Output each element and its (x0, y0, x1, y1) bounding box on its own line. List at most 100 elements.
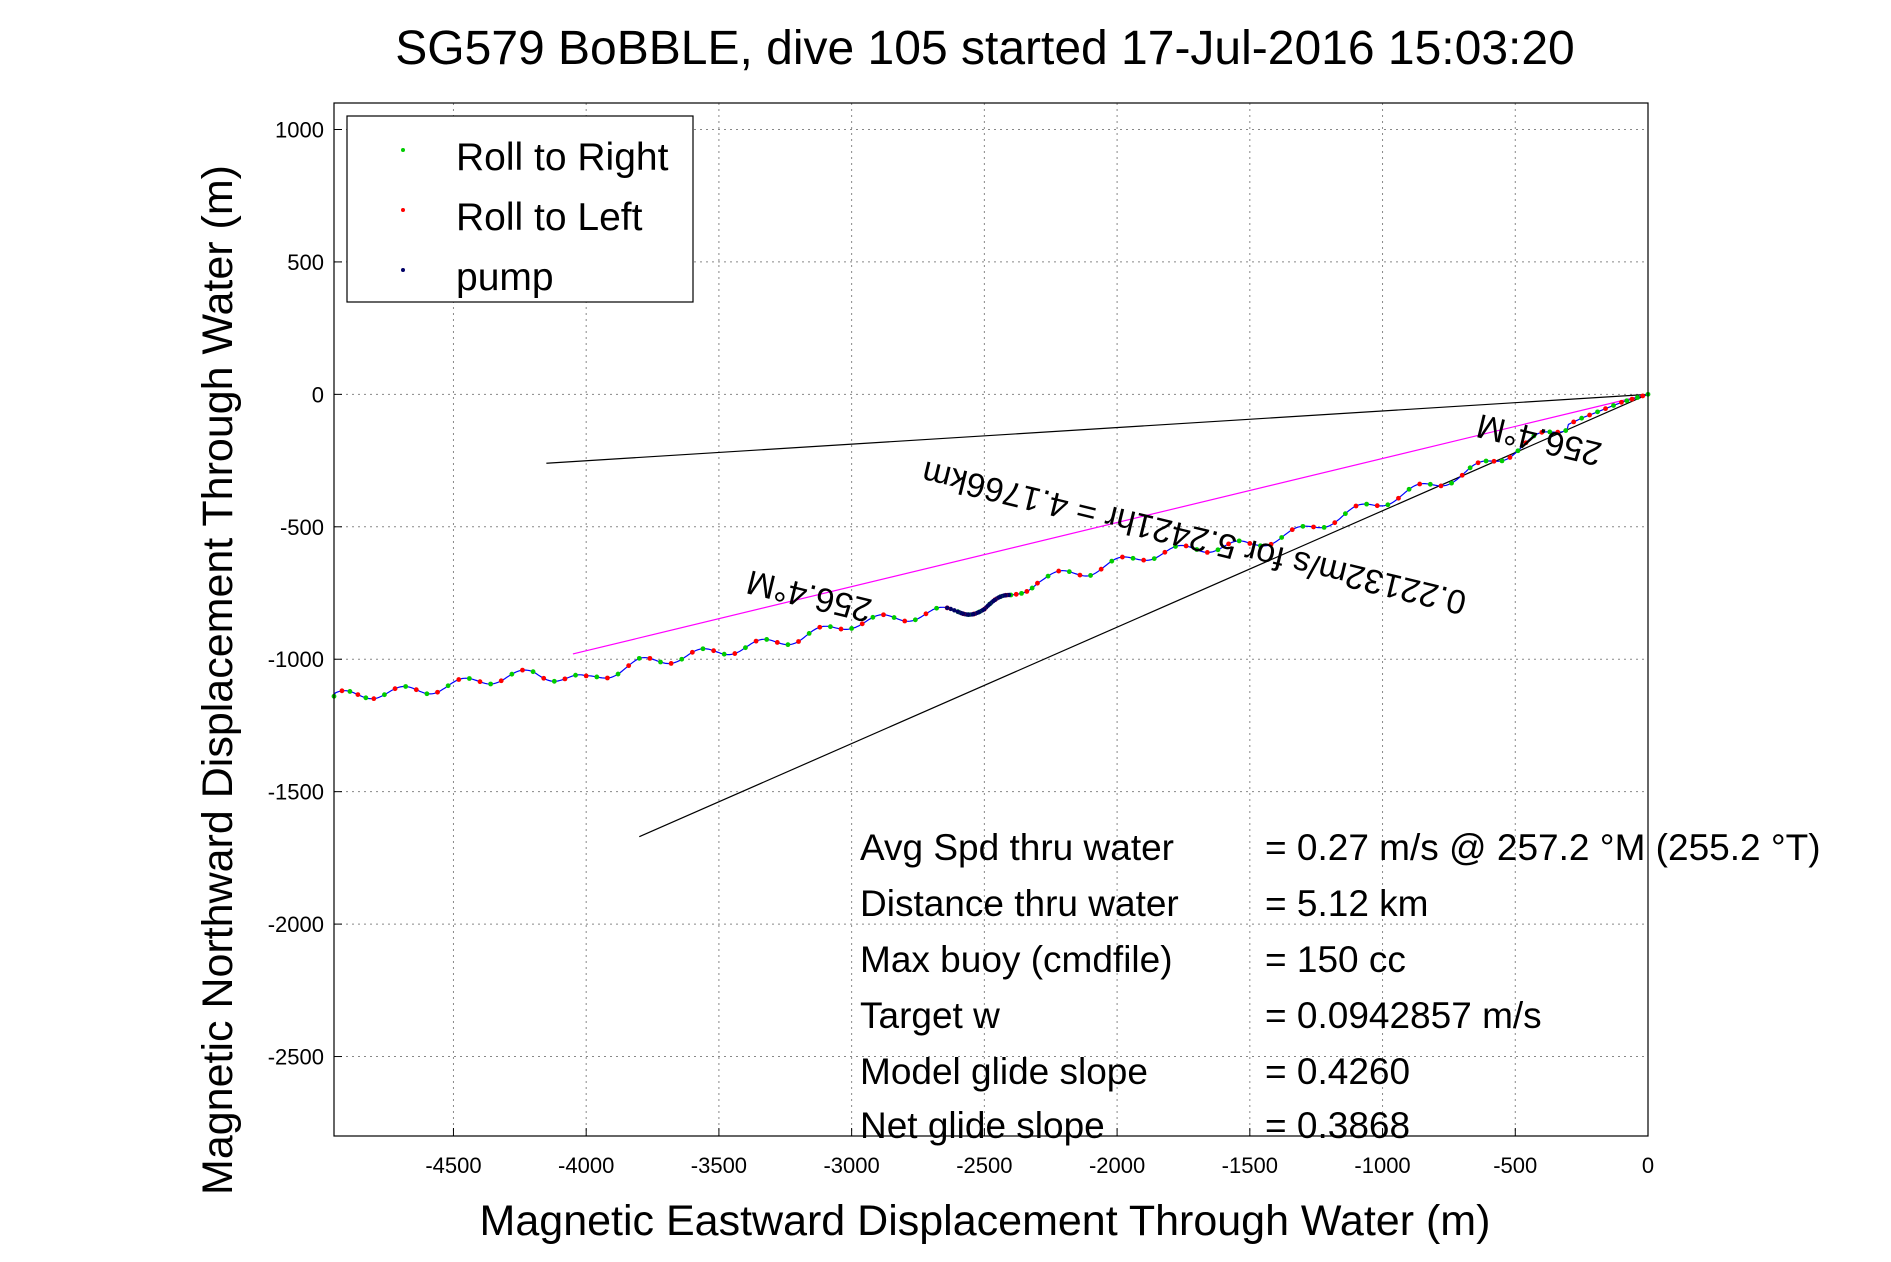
track-point (1173, 544, 1178, 549)
track-point (1547, 429, 1553, 435)
stat-label-distance: Distance thru water (860, 883, 1179, 924)
stat-value-avg-speed: = 0.27 m/s @ 257.2 °M (255.2 °T) (1265, 827, 1821, 868)
y-tick-label: -1000 (268, 647, 324, 672)
track-point (1194, 547, 1200, 552)
track-point (1088, 573, 1093, 578)
track-point (1162, 549, 1168, 555)
track-point (1555, 429, 1561, 435)
track-point (1611, 403, 1616, 408)
y-tick-label: -2000 (268, 912, 324, 937)
chart-title: SG579 BoBBLE, dive 105 started 17-Jul-20… (395, 22, 1574, 75)
y-axis-label: Magnetic Northward Displacement Through … (194, 165, 242, 1195)
track-point (658, 659, 663, 665)
tick-labels: -4500 -4000 -3500 -3000 -2500 -2000 -1500 -1000… (268, 117, 1654, 1178)
track-point (891, 615, 897, 620)
x-tick-label: -1500 (1222, 1153, 1278, 1178)
track-point (1523, 440, 1529, 446)
track-point (1459, 472, 1465, 478)
track-point (806, 631, 812, 636)
track-point (1467, 465, 1473, 471)
track-point (1279, 535, 1285, 540)
legend-label-pump: pump (456, 256, 554, 299)
track-point (1507, 455, 1513, 460)
track-point (1247, 541, 1253, 546)
track-point (1056, 568, 1062, 574)
track-point (1321, 524, 1327, 530)
track-point (355, 692, 361, 697)
track-point (1427, 481, 1433, 487)
track-point (902, 618, 908, 624)
annotations: 256.4°M0.22132m/s for 5.2421hr = 4.1766k… (743, 406, 1605, 629)
track-point (1258, 543, 1263, 549)
x-tick-label: -2000 (1089, 1153, 1145, 1178)
heading-line (546, 393, 1649, 464)
track-point (668, 661, 674, 666)
track-point (1571, 419, 1577, 425)
x-tick-label: 0 (1642, 1153, 1654, 1178)
x-axis-label: Magnetic Eastward Displacement Through W… (480, 1197, 1491, 1245)
track-point (477, 679, 483, 685)
track-point (530, 669, 536, 675)
track-point (1024, 589, 1030, 594)
track-point (1045, 573, 1051, 579)
track-point (403, 684, 409, 689)
track-point (363, 695, 369, 701)
track-point (488, 681, 494, 687)
track-point (838, 626, 844, 632)
track-point (732, 651, 738, 656)
stat-label-target-w: Target w (860, 995, 1000, 1036)
heading-lines (546, 393, 1649, 838)
track-point (1563, 428, 1569, 433)
track-point (541, 675, 547, 681)
heading-line (639, 393, 1649, 838)
y-tick-label: -2500 (268, 1045, 324, 1070)
track-point (636, 655, 642, 661)
track-point (753, 638, 759, 644)
x-tick-label: -3000 (823, 1153, 879, 1178)
track-point (583, 673, 589, 679)
track-point (1311, 524, 1316, 530)
track-point (605, 675, 610, 681)
track-point (1019, 590, 1024, 596)
track-point (1491, 458, 1497, 464)
track-series (331, 391, 1651, 702)
track-point (1539, 429, 1545, 435)
track-point (1130, 555, 1136, 561)
track-point (1268, 541, 1274, 547)
track-point (1438, 483, 1444, 489)
track-point (1579, 415, 1585, 421)
heading-line (572, 393, 1649, 655)
track-point (1029, 585, 1035, 591)
track-point (1449, 480, 1454, 486)
x-tick-label: -500 (1493, 1153, 1537, 1178)
stat-label-model-glide: Model glide slope (860, 1051, 1148, 1092)
plot-frame (333, 102, 1649, 1137)
line-annotation: 256.4°M (743, 562, 875, 629)
track-point (1417, 481, 1423, 487)
track-point (1629, 396, 1635, 402)
stat-value-max-buoy: = 150 cc (1265, 939, 1406, 980)
track-point (1531, 433, 1537, 439)
track-point (859, 621, 865, 627)
track-point (594, 674, 600, 680)
track-point (743, 645, 748, 651)
pump-point (955, 609, 961, 614)
track-point (1013, 591, 1019, 597)
pump-point (952, 608, 957, 613)
legend: Roll to Right Roll to Left pump (346, 115, 694, 303)
track-point (509, 671, 515, 677)
track-point (1098, 566, 1104, 572)
legend-marker-pump (401, 268, 405, 272)
track-point (392, 686, 398, 692)
track-point (700, 646, 706, 652)
track-point (382, 692, 387, 698)
track-point (1634, 395, 1640, 400)
track-point (1077, 572, 1083, 578)
track-point (1353, 503, 1359, 509)
track-point (1109, 558, 1115, 564)
track-point (424, 691, 430, 697)
y-tick-label: -1500 (268, 780, 324, 805)
track-point (764, 637, 770, 642)
legend-label-roll-right: Roll to Right (456, 136, 669, 179)
